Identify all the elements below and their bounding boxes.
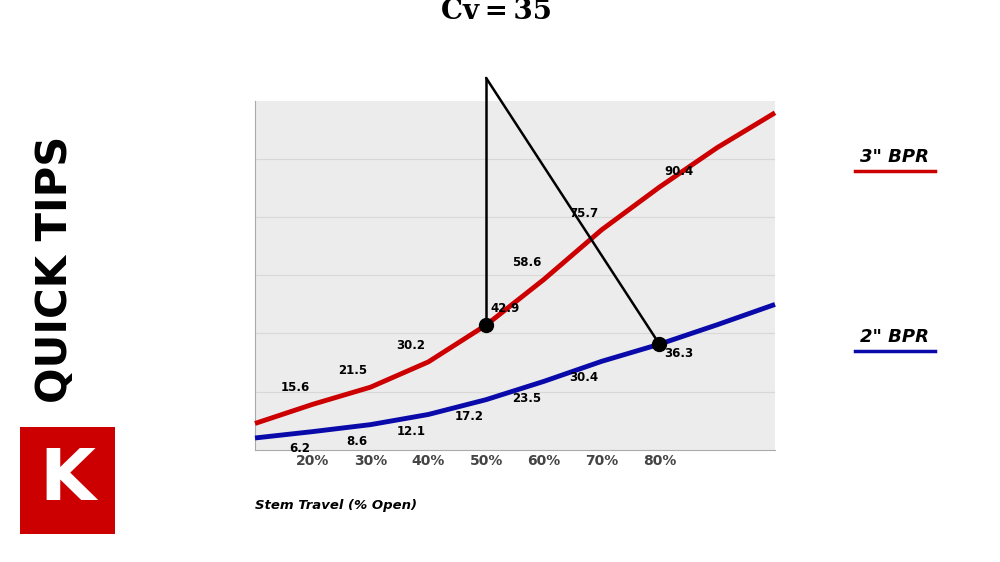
Text: 8.6: 8.6 bbox=[347, 435, 368, 448]
Text: 36.3: 36.3 bbox=[664, 347, 693, 360]
Text: 6.2: 6.2 bbox=[289, 442, 310, 455]
Text: 30.2: 30.2 bbox=[396, 339, 425, 352]
Text: 75.7: 75.7 bbox=[570, 207, 599, 220]
Text: 90.4: 90.4 bbox=[664, 165, 693, 178]
Text: 3" BPR: 3" BPR bbox=[860, 148, 930, 166]
Text: Cv = 35: Cv = 35 bbox=[441, 0, 552, 25]
Text: 58.6: 58.6 bbox=[512, 256, 541, 269]
Text: Stem Travel (% Open): Stem Travel (% Open) bbox=[255, 499, 417, 513]
Text: QUICK TIPS: QUICK TIPS bbox=[34, 136, 76, 404]
Text: 2" BPR: 2" BPR bbox=[860, 328, 930, 346]
Text: 23.5: 23.5 bbox=[512, 392, 541, 405]
Text: 15.6: 15.6 bbox=[281, 381, 310, 394]
Text: K: K bbox=[40, 446, 96, 515]
Text: 42.9: 42.9 bbox=[491, 302, 520, 315]
Text: 12.1: 12.1 bbox=[396, 425, 425, 438]
Text: 21.5: 21.5 bbox=[339, 364, 368, 377]
Text: 30.4: 30.4 bbox=[570, 371, 599, 384]
Text: 17.2: 17.2 bbox=[454, 410, 483, 423]
